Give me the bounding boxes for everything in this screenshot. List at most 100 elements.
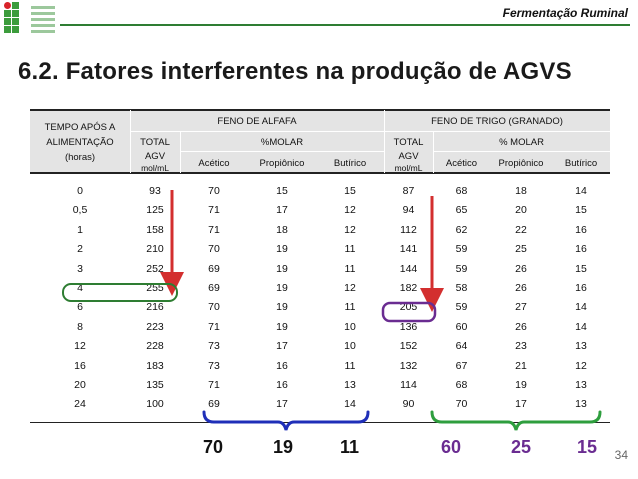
cell-alfafa-propionico: 16 [276,379,288,391]
cell-alfafa-total: 100 [146,398,164,411]
cell-trigo-propionico: 20 [515,204,527,217]
cell-time: 20 [74,379,86,391]
cell-alfafa-acetico: 71 [208,379,220,391]
cell-trigo-acetico: 59 [455,262,468,275]
cell-alfafa-propionico: 19 [276,301,288,314]
cell-trigo-butirico: 12 [575,359,587,372]
summary-trigo-butirico: 15 [577,437,598,457]
cell-trigo-total: 152 [399,340,418,353]
cell-trigo-total: 136 [399,320,418,333]
header-separator [180,151,384,152]
alfafa-molar-header: %MOLAR [260,137,304,148]
cell-trigo-acetico: 68 [455,379,468,391]
cell-trigo-acetico: 64 [455,340,468,353]
group-header-trigo: FENO DE TRIGO (GRANADO) [431,116,563,127]
cell-trigo-total: 205 [399,301,418,314]
cell-trigo-total: 144 [399,262,418,275]
cell-trigo-propionico: 22 [515,223,527,236]
cell-trigo-butirico: 13 [575,379,587,391]
alfafa-total-label: TOTAL [140,137,170,148]
cell-trigo-butirico: 16 [575,223,587,236]
cell-trigo-acetico: 68 [455,185,468,197]
cell-alfafa-propionico: 19 [276,282,288,294]
summary-trigo-propionico: 25 [511,437,532,457]
cell-trigo-total: 141 [399,243,418,256]
cell-trigo-total: 114 [400,379,417,391]
cell-alfafa-total: 210 [146,243,164,256]
cell-alfafa-total: 255 [146,282,164,294]
cell-alfafa-acetico: 69 [208,282,220,294]
cell-trigo-propionico: 27 [515,301,527,314]
cell-alfafa-butirico: 11 [344,262,356,275]
cell-time: 2 [77,243,83,256]
cell-trigo-acetico: 62 [455,223,468,236]
cell-trigo-propionico: 26 [515,262,527,275]
alfafa-agv-label: AGV [144,151,166,162]
table-bottom-rule [30,422,610,423]
cell-alfafa-butirico: 12 [344,223,356,236]
cell-alfafa-total: 223 [146,320,164,333]
cell-alfafa-propionico: 17 [276,398,288,411]
cell-trigo-acetico: 58 [455,282,468,294]
logo-icon [4,2,28,36]
group-header-alfafa: FENO DE ALFAFA [217,116,297,127]
cell-alfafa-total: 183 [146,359,164,372]
header-separator [180,132,181,173]
summary-trigo-acetico: 60 [441,437,462,457]
cell-alfafa-acetico: 71 [208,204,220,217]
cell-trigo-butirico: 14 [575,185,587,197]
cell-time: 3 [77,262,83,275]
table-header-shading [30,110,610,173]
logo-text-lines [31,6,55,36]
alfafa-unit-label: mol/mL [141,163,169,173]
cell-alfafa-total: 228 [146,340,164,353]
brace-alfafa-icon [202,410,370,431]
cell-trigo-butirico: 15 [575,262,587,275]
cell-trigo-total: 112 [400,223,417,236]
cell-trigo-total: 90 [402,398,415,411]
header-separator [130,131,384,132]
cell-alfafa-butirico: 12 [344,204,356,217]
table-header-bottom-rule [30,172,610,174]
cell-alfafa-butirico: 13 [344,379,356,391]
header-separator [130,110,131,173]
col-time-header: TEMPO APÓS A ALIMENTAÇÃO (horas) [44,122,116,163]
cell-alfafa-propionico: 19 [276,243,288,256]
cell-alfafa-total: 252 [146,262,164,275]
cell-trigo-acetico: 67 [455,359,468,372]
cell-alfafa-total: 125 [146,204,164,217]
alfafa-butirico-header: Butírico [333,158,367,169]
header-separator [433,151,610,152]
alfafa-propionico-header: Propiônico [259,158,305,169]
cell-alfafa-acetico: 70 [208,301,220,314]
trigo-butirico-header: Butírico [564,158,598,169]
alfafa-acetico-header: Acético [198,158,230,169]
cell-time: 16 [74,359,86,372]
cell-time: 24 [74,398,86,411]
cell-trigo-total: 132 [399,359,418,372]
cell-time: 12 [74,340,86,353]
brace-trigo-icon [430,410,602,431]
cell-time: 8 [77,320,83,333]
cell-alfafa-propionico: 17 [276,204,288,217]
cell-alfafa-total: 135 [146,379,164,391]
summary-alfafa-propionico: 19 [273,437,294,457]
institution-logo [4,2,56,38]
cell-alfafa-propionico: 17 [276,340,288,353]
cell-trigo-total: 87 [402,185,415,197]
cell-alfafa-acetico: 71 [208,320,220,333]
header-separator [433,132,434,173]
summary-alfafa-acetico: 70 [203,437,224,457]
cell-alfafa-propionico: 15 [276,185,288,197]
cell-trigo-propionico: 19 [515,379,527,391]
cell-time: 6 [77,301,83,314]
cell-alfafa-total: 93 [149,185,161,197]
trigo-total-label: TOTAL [393,137,424,148]
cell-trigo-butirico: 16 [575,282,587,294]
trigo-unit-label: mol/mL [394,163,423,173]
cell-alfafa-total: 216 [146,301,164,314]
trigo-acetico-header: Acético [445,158,478,169]
header-divider [60,24,630,26]
trigo-propionico-header: Propiônico [498,158,544,169]
cell-trigo-total: 182 [399,282,418,294]
